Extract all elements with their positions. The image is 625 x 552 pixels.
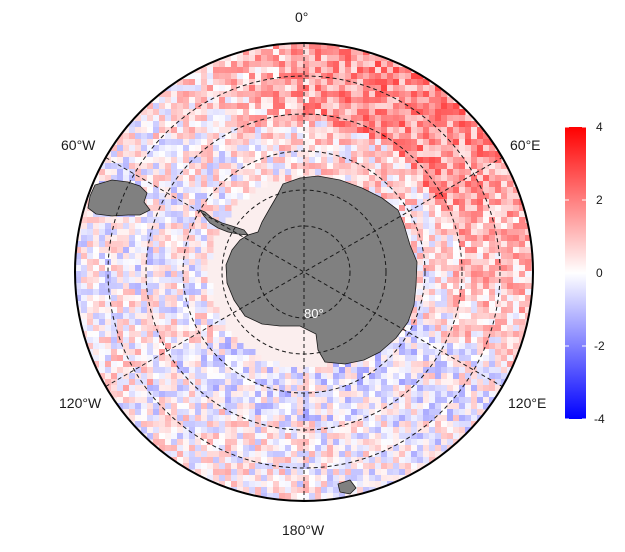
legend-ticks [565, 126, 586, 420]
lon-label-60w: 60°W [61, 137, 96, 153]
meridian-line [105, 157, 503, 387]
legend-tick-label: -4 [594, 412, 605, 426]
legend-tick-label: 0 [596, 266, 603, 280]
legend-tick-label: 4 [596, 120, 603, 134]
lon-label-60e: 60°E [510, 137, 541, 153]
lon-label-120e: 120°E [508, 395, 547, 411]
lat-label-80: 80° [304, 306, 324, 321]
anomaly-field [75, 43, 532, 500]
meridian-line [105, 157, 503, 387]
legend-colorbar [565, 127, 586, 419]
graticule [105, 43, 503, 501]
lon-label-0: 0° [295, 9, 309, 25]
antarctic-peninsula [198, 209, 249, 236]
antarctica-landmass [225, 175, 418, 365]
legend-tick-label: 2 [596, 193, 603, 207]
lon-label-180: 180°W [282, 522, 325, 538]
land-layer [87, 175, 418, 495]
legend-tick-label: -2 [594, 339, 605, 353]
lon-label-120w: 120°W [59, 395, 102, 411]
parallel-line [107, 75, 501, 469]
tasmania-island [337, 479, 357, 495]
map-boundary [74, 42, 534, 502]
